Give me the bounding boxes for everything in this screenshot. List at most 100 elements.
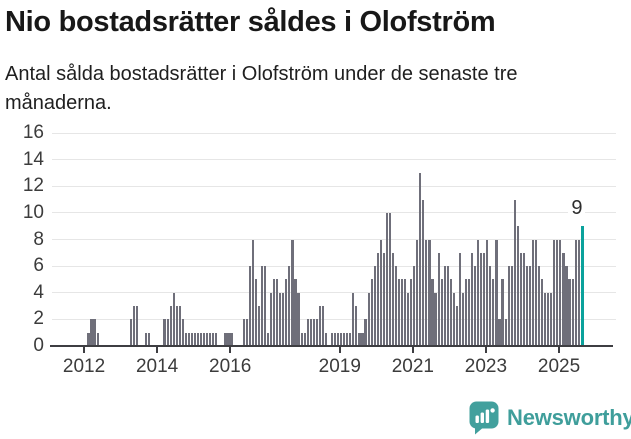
bar — [413, 266, 416, 346]
bar — [184, 332, 187, 346]
x-axis-tick-label: 2014 — [135, 356, 179, 377]
bar — [312, 319, 315, 346]
bar — [474, 266, 477, 346]
x-axis-tick — [338, 347, 341, 353]
gridline — [52, 318, 616, 320]
x-axis-tick-label: 2025 — [537, 356, 581, 377]
bar — [166, 319, 169, 346]
bar — [422, 199, 425, 346]
bar — [276, 279, 279, 346]
bar — [200, 332, 203, 346]
bar — [340, 332, 343, 346]
brand-footer: Newsworthy — [469, 400, 631, 436]
bar — [400, 279, 404, 346]
bar — [397, 279, 401, 346]
bar — [254, 279, 257, 346]
gridline — [52, 132, 616, 134]
bar — [364, 319, 367, 346]
bar — [437, 252, 440, 346]
bar-chart: 0 2 4 6 8 10 12 14 16 2012 2014 2016 2019 2021 2023 202… — [22, 123, 616, 377]
bar — [534, 239, 538, 346]
y-axis-tick-label: 0 — [33, 335, 44, 356]
y-axis-tick-label: 10 — [22, 201, 44, 223]
bar — [553, 239, 556, 346]
bar — [267, 332, 270, 346]
bar — [571, 279, 574, 346]
bar — [525, 266, 528, 346]
bar — [294, 279, 297, 346]
y-axis-tick-label: 2 — [33, 308, 44, 330]
bar — [343, 332, 346, 346]
bar — [379, 239, 382, 346]
bar — [559, 239, 562, 346]
bar — [510, 266, 513, 346]
bar — [172, 292, 175, 346]
bar — [516, 226, 519, 346]
gridline — [52, 292, 616, 294]
bar — [242, 319, 245, 346]
bar — [446, 266, 449, 346]
x-axis-line — [50, 345, 613, 347]
bar — [346, 332, 349, 346]
x-axis-tick-label: 2019 — [318, 356, 361, 377]
bar — [288, 266, 291, 346]
bar — [544, 292, 547, 346]
bar — [504, 319, 507, 346]
bar — [193, 332, 197, 346]
bar — [175, 306, 178, 346]
bar — [315, 319, 318, 346]
bar — [428, 239, 431, 346]
bar — [297, 292, 300, 346]
bar — [376, 252, 379, 346]
x-axis-tick-label: 2023 — [464, 356, 508, 377]
x-axis-tick — [229, 347, 232, 353]
bar — [209, 332, 212, 346]
x-axis-tick-label: 2012 — [62, 356, 106, 377]
gridline — [52, 185, 616, 187]
bar — [449, 279, 452, 346]
bar — [334, 332, 337, 346]
bar — [461, 292, 465, 346]
bar — [187, 332, 190, 346]
bar — [452, 292, 455, 346]
bar — [260, 266, 264, 346]
bar — [388, 212, 391, 346]
bar — [562, 252, 565, 346]
x-axis-tick-label: 2021 — [391, 356, 434, 377]
bar — [455, 306, 458, 346]
bar — [458, 252, 461, 346]
bar — [148, 332, 151, 346]
bar — [282, 292, 285, 346]
x-axis-tick — [411, 347, 414, 353]
bar — [300, 332, 303, 346]
bar — [367, 292, 370, 346]
bar — [355, 306, 358, 346]
bar — [257, 306, 261, 346]
bar — [324, 332, 327, 346]
gridline — [52, 159, 616, 161]
bar — [568, 279, 571, 346]
bar — [273, 279, 276, 346]
x-axis-tick — [83, 347, 86, 353]
newsworthy-wordmark: Newsworthy — [507, 405, 631, 430]
bar — [577, 239, 580, 346]
bar — [538, 266, 541, 346]
bar — [480, 252, 483, 346]
bar — [163, 319, 166, 346]
bar — [550, 292, 553, 346]
y-axis-tick-label: 4 — [33, 281, 44, 303]
bar — [90, 319, 93, 346]
bar — [373, 266, 376, 346]
bar — [285, 279, 288, 346]
bar — [279, 292, 282, 346]
bar — [385, 212, 388, 346]
bar — [361, 332, 364, 346]
bar — [495, 239, 498, 346]
bar — [129, 319, 133, 346]
bar — [306, 319, 309, 346]
newsworthy-logo-icon — [469, 401, 499, 435]
bar — [133, 306, 136, 346]
chart-description: Antal sålda bostadsrätter i Olofström un… — [5, 63, 518, 114]
bar — [321, 306, 324, 346]
bar — [489, 266, 492, 346]
